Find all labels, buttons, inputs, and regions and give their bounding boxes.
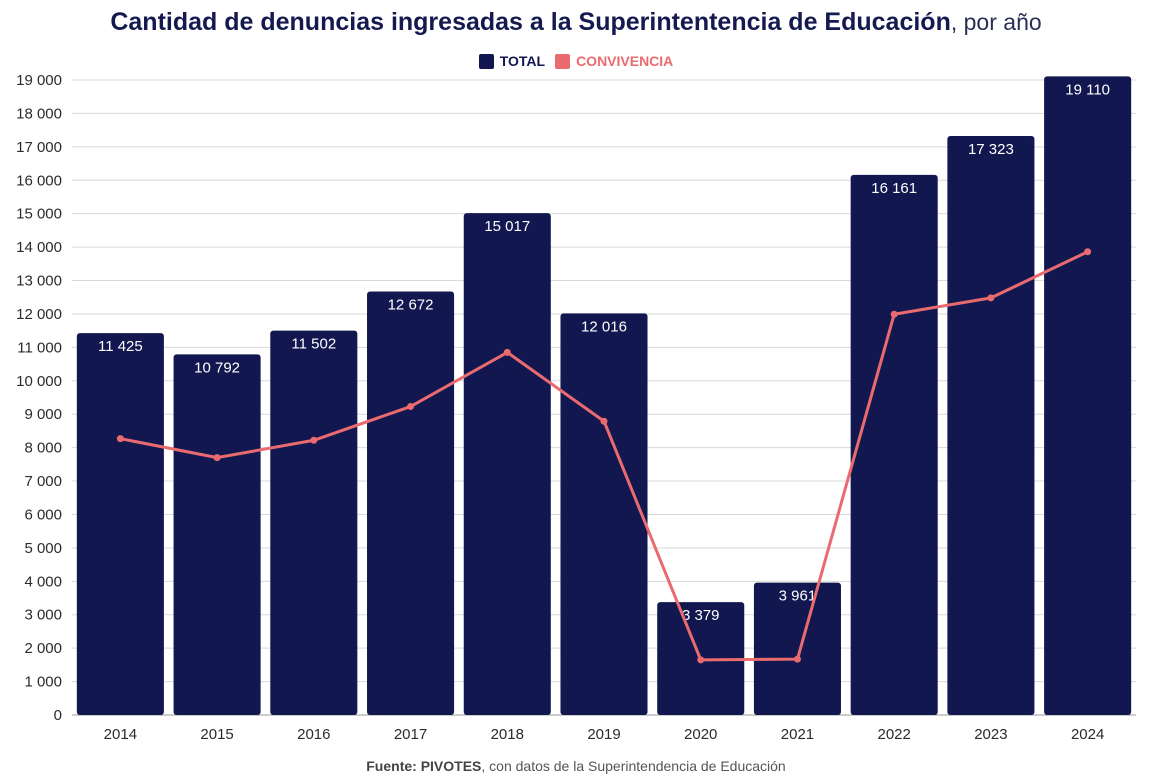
y-tick-label: 18 000 (16, 105, 62, 122)
point-convivencia (407, 403, 415, 411)
legend-label-total: TOTAL (499, 53, 546, 69)
chart-title-suffix: , por año (950, 9, 1042, 35)
legend-item-convivencia: CONVIVENCIA (555, 53, 673, 69)
bar-value-label: 3 379 (682, 607, 720, 624)
y-tick-label: 17 000 (16, 139, 62, 156)
y-tick-label: 4 000 (24, 573, 62, 590)
chart-title: Cantidad de denuncias ingresadas a la Su… (0, 8, 1152, 37)
bar-value-label: 16 161 (871, 180, 917, 197)
source-note: Fuente: PIVOTES, con datos de la Superin… (0, 758, 1152, 774)
bar-total (463, 213, 551, 715)
x-tick-label: 2015 (200, 726, 233, 743)
y-tick-label: 2 000 (24, 640, 62, 657)
bar-value-label: 15 017 (484, 218, 530, 235)
point-convivencia (793, 655, 801, 663)
legend-item-total: TOTAL (478, 53, 546, 69)
y-tick-label: 9 000 (24, 406, 62, 423)
x-tick-label: 2020 (684, 726, 717, 743)
bar-total (367, 291, 455, 715)
y-tick-label: 14 000 (16, 239, 62, 256)
y-tick-label: 12 000 (16, 306, 62, 323)
bar-value-label: 11 425 (98, 338, 143, 355)
y-tick-label: 8 000 (24, 440, 62, 457)
point-convivencia (1084, 248, 1092, 256)
y-tick-label: 7 000 (24, 473, 62, 490)
bar-total (753, 582, 841, 715)
x-tick-label: 2018 (491, 726, 524, 743)
x-tick-label: 2016 (297, 726, 330, 743)
point-convivencia (600, 417, 608, 425)
point-convivencia (503, 348, 511, 356)
y-tick-label: 19 000 (16, 72, 62, 89)
bar-value-label: 3 961 (779, 588, 817, 605)
y-tick-label: 13 000 (16, 273, 62, 290)
bar-total (1044, 76, 1132, 716)
x-tick-label: 2024 (1071, 726, 1104, 743)
chart-legend: TOTAL CONVIVENCIA (0, 53, 1152, 69)
y-tick-label: 6 000 (24, 506, 62, 523)
source-rest: , con datos de la Superintendencia de Ed… (481, 758, 786, 774)
y-tick-label: 0 (54, 707, 62, 724)
y-tick-label: 3 000 (24, 607, 62, 624)
bar-value-label: 19 110 (1065, 81, 1110, 98)
source-name: PIVOTES (420, 758, 482, 774)
legend-swatch-convivencia (555, 53, 571, 69)
bar-total (947, 136, 1035, 715)
bar-value-label: 12 016 (581, 318, 627, 335)
bar-value-label: 10 792 (194, 359, 240, 376)
x-tick-label: 2023 (974, 726, 1007, 743)
point-convivencia (116, 435, 124, 443)
bar-total (270, 330, 358, 715)
y-tick-label: 11 000 (17, 339, 62, 356)
point-convivencia (987, 294, 995, 302)
x-tick-label: 2022 (877, 726, 910, 743)
chart-title-main: Cantidad de denuncias ingresadas a la Su… (110, 8, 951, 36)
bar-value-label: 12 672 (388, 296, 434, 313)
source-label: Fuente: (366, 758, 417, 774)
x-tick-label: 2019 (587, 726, 620, 743)
point-convivencia (213, 454, 221, 462)
x-tick-label: 2021 (781, 726, 814, 743)
y-tick-label: 5 000 (24, 540, 62, 557)
bar-total (850, 174, 938, 715)
bar-total (173, 354, 261, 715)
bar-total (76, 333, 164, 715)
y-tick-label: 15 000 (16, 206, 62, 223)
legend-swatch-total (478, 53, 494, 69)
y-tick-label: 1 000 (24, 674, 62, 691)
point-convivencia (310, 436, 318, 444)
legend-label-convivencia: CONVIVENCIA (576, 53, 674, 69)
x-tick-label: 2014 (104, 726, 137, 743)
bar-value-label: 17 323 (968, 141, 1014, 158)
bar-total (560, 313, 648, 715)
x-tick-label: 2017 (394, 726, 427, 743)
point-convivencia (697, 656, 705, 664)
y-tick-label: 16 000 (16, 172, 62, 189)
y-tick-label: 10 000 (16, 373, 62, 390)
bar-value-label: 11 502 (291, 336, 336, 353)
point-convivencia (890, 310, 898, 318)
